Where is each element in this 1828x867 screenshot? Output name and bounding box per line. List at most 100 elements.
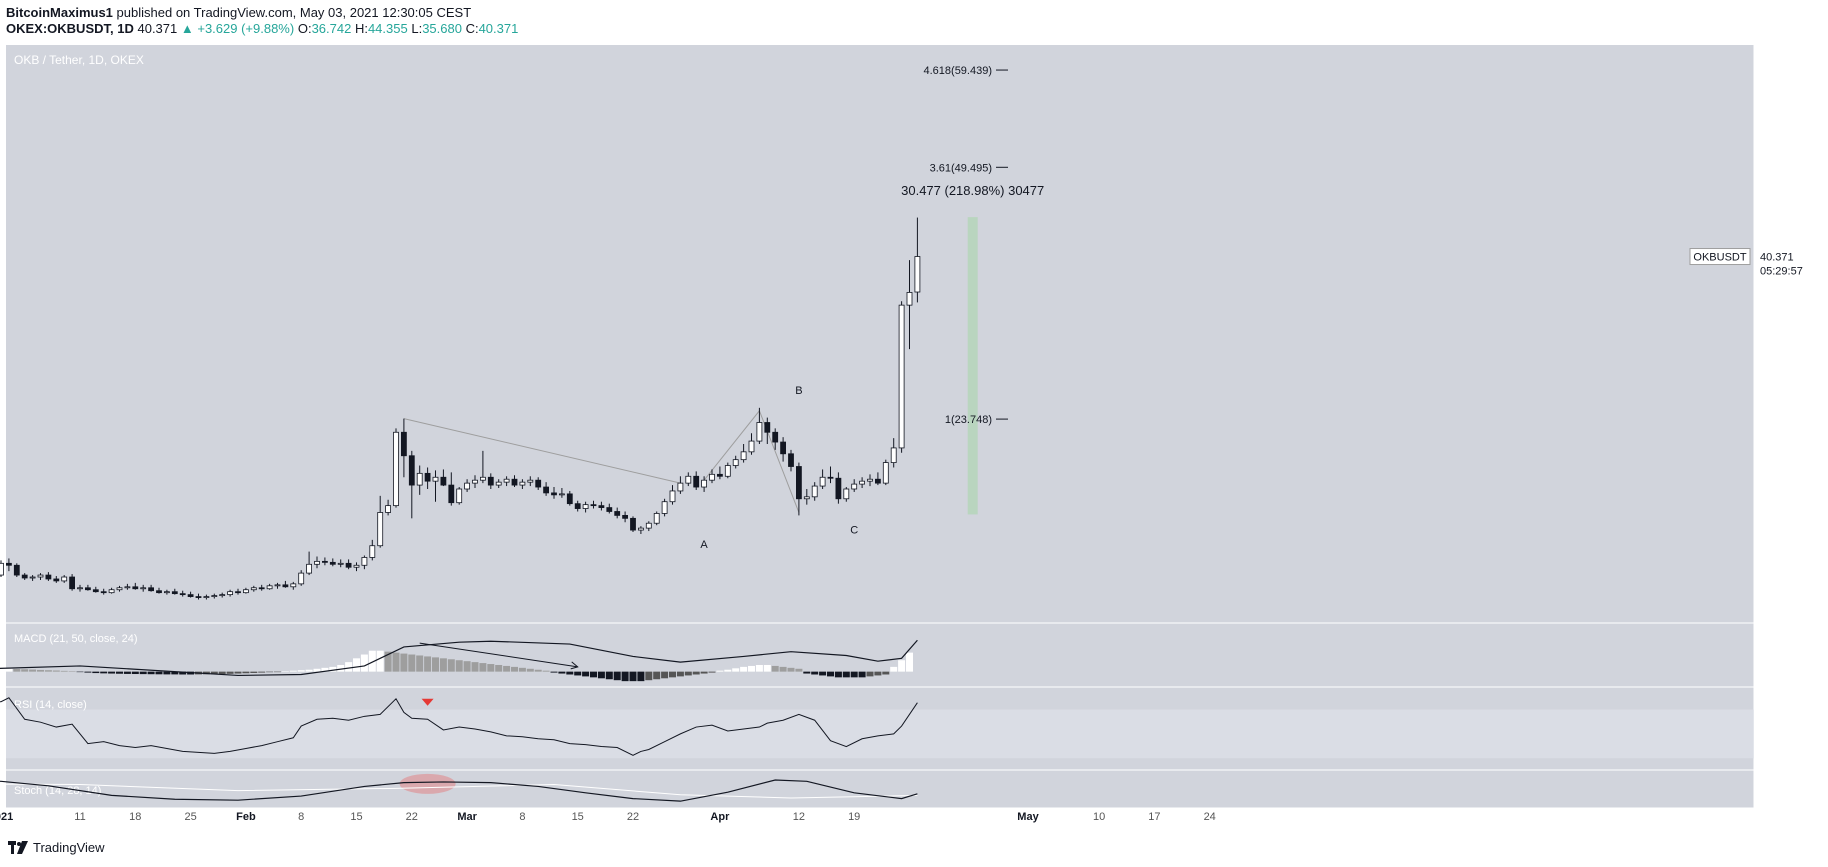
candle-body: [835, 477, 842, 500]
macd-histogram-bar: [108, 671, 116, 674]
candle-body: [393, 431, 399, 507]
last-price: 40.371: [137, 21, 178, 36]
time-tick-label: 8: [519, 811, 525, 823]
macd-histogram-bar: [52, 670, 60, 672]
candle-body: [669, 490, 676, 503]
time-tick-label: 8: [298, 811, 304, 823]
candle-body: [345, 562, 352, 568]
price-tick-label: 20.000: [1772, 451, 1806, 463]
candle-body: [851, 483, 858, 490]
chart-panel[interactable]: [6, 45, 1754, 808]
candle-body: [543, 486, 549, 494]
macd-histogram-bar: [582, 671, 590, 677]
macd-histogram-bar: [842, 671, 850, 678]
tradingview-logo-icon: [8, 840, 28, 854]
candle-body: [92, 589, 99, 593]
candle-body: [472, 479, 478, 484]
last-price-countdown: 05:29:57: [1760, 266, 1803, 278]
macd-tick-label: 0.000: [1778, 667, 1806, 679]
candle-body: [503, 478, 510, 483]
macd-histogram-bar: [13, 668, 21, 672]
price-tick-label: 48.000: [1772, 177, 1806, 189]
macd-histogram-bar: [439, 658, 447, 672]
candle-body: [740, 451, 747, 461]
stoch-highlight-ellipse: [399, 773, 456, 794]
macd-histogram-bar: [700, 671, 708, 674]
time-tick-label: 22: [627, 811, 639, 823]
candle-body: [266, 585, 273, 590]
macd-histogram-bar: [811, 671, 819, 675]
time-tick-label: 22: [406, 811, 418, 823]
fib-level-label: 1(23.748): [945, 414, 992, 426]
last-price-tag: [1756, 248, 1808, 279]
macd-histogram-bar: [60, 670, 68, 672]
price-change: ▲ +3.629 (+9.88%): [180, 21, 295, 36]
candle-body: [653, 513, 660, 524]
candle-body: [590, 504, 597, 507]
macd-histogram-bar: [748, 665, 755, 672]
macd-histogram-bar: [76, 671, 84, 673]
wave-label: C: [850, 524, 858, 536]
candle-body: [148, 587, 155, 592]
macd-histogram-bar: [621, 671, 629, 682]
macd-histogram-bar: [68, 671, 76, 672]
macd-histogram-bar: [479, 663, 487, 672]
candle-body: [108, 589, 115, 594]
fib-level-label: 4.618(59.439): [924, 65, 993, 77]
candle-body: [6, 562, 12, 566]
candle-body: [448, 484, 455, 504]
candle-body: [598, 505, 605, 508]
candle-body: [242, 589, 249, 594]
candle-body: [638, 527, 644, 531]
price-tick-label: 28.000: [1772, 373, 1806, 385]
candle-body: [803, 496, 810, 500]
macd-histogram-bar: [526, 668, 534, 672]
price-tick-label: 52.000: [1772, 138, 1806, 150]
open-value: 36.742: [311, 21, 352, 36]
macd-histogram-bar: [226, 671, 234, 674]
macd-histogram-bar: [368, 650, 376, 672]
author-name[interactable]: BitcoinMaximus1: [6, 5, 113, 20]
macd-histogram-bar: [463, 661, 471, 672]
candle-body: [171, 591, 178, 595]
price-tick-label: 24.000: [1772, 412, 1806, 424]
macd-histogram-bar: [906, 652, 913, 672]
candle-body: [337, 562, 344, 565]
macd-histogram-bar: [345, 662, 353, 672]
candle-body: [487, 476, 494, 486]
macd-histogram-bar: [613, 671, 621, 681]
candle-body: [440, 476, 447, 486]
candle-body: [811, 485, 818, 498]
price-tick-label: 60.000: [1772, 60, 1806, 72]
candle-body: [21, 574, 28, 579]
macd-histogram-bar: [289, 670, 297, 672]
macd-histogram-bar: [21, 669, 29, 672]
high-label: H:: [354, 21, 368, 36]
footer-brand-text[interactable]: TradingView: [33, 840, 105, 855]
candle-body: [717, 473, 723, 477]
candle-body: [69, 576, 75, 590]
rsi-band: [6, 709, 1754, 759]
time-tick-label: 24: [1204, 811, 1216, 823]
candle-body: [772, 431, 779, 443]
open-label: O:: [297, 21, 312, 36]
candle-body: [645, 522, 652, 529]
macd-histogram-bar: [732, 668, 740, 672]
macd-histogram-bar: [534, 669, 542, 672]
price-tick-label: 8.000: [1778, 568, 1806, 580]
macd-histogram-bar: [313, 668, 321, 672]
publish-info: published on TradingView.com, May 03, 20…: [116, 5, 472, 20]
macd-histogram-bar: [131, 671, 139, 675]
candle-body: [606, 507, 613, 512]
price-tick-label: 36.000: [1772, 294, 1806, 306]
candle-body: [77, 587, 83, 590]
time-tick-label: Mar: [457, 811, 477, 823]
macd-histogram-bar: [803, 671, 811, 674]
candle-body: [116, 587, 123, 591]
candle-body: [622, 515, 628, 519]
macd-histogram-bar: [353, 658, 360, 672]
time-tick-label: 2021: [0, 811, 13, 823]
candle-body: [124, 586, 131, 589]
candle-body: [614, 511, 621, 516]
